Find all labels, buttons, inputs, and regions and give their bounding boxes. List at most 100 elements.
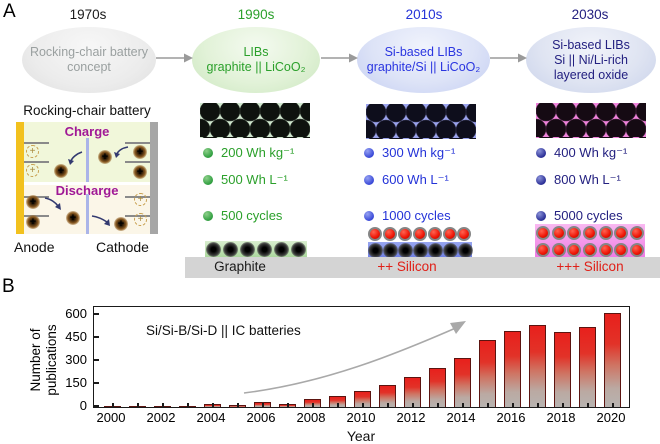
schematic-title: Rocking-chair battery [23, 103, 151, 118]
spec-row: 500 Wh L⁻¹ [203, 172, 288, 188]
silicon-sphere-icon [598, 242, 613, 257]
y-tick-label: 150 [65, 375, 87, 390]
panel-a-label: A [3, 1, 16, 22]
electrode-band [185, 257, 660, 278]
sphere-bullet-icon [536, 148, 546, 158]
spec-text: 200 Wh kg⁻¹ [221, 145, 295, 160]
spec-text: 500 Wh L⁻¹ [221, 172, 288, 187]
spec-text: 400 Wh kg⁻¹ [554, 145, 628, 160]
timeline-ellipse-1970s: Rocking-chair battery concept [22, 27, 156, 93]
ellipse-text-line: Si-based LIBs [384, 45, 463, 59]
era-label-2010s: 2010s [405, 7, 443, 22]
graphite-sphere-icon [413, 242, 428, 258]
silicon-sphere-icon [630, 242, 645, 257]
electrode-label-silicon: ++ Silicon [377, 259, 437, 274]
bar-2015 [478, 340, 496, 407]
spec-row: 400 Wh kg⁻¹ [536, 145, 627, 161]
graphite-sphere-icon [428, 242, 443, 258]
y-tick [94, 382, 99, 384]
lithium-ion: + [133, 165, 147, 179]
silicon-sphere-icon [383, 227, 398, 241]
x-tick [437, 403, 439, 407]
graphite-sphere-icon [368, 242, 383, 258]
silicon-sphere-icon [551, 225, 566, 240]
bar-chart-plot-area: Si/Si-B/Si-D || IC batteries [93, 306, 630, 408]
x-tick-label: 2012 [396, 410, 426, 425]
y-tick-label: 0 [79, 398, 87, 413]
spec-row: 500 cycles [203, 208, 282, 223]
discharge-label: Discharge [55, 183, 119, 198]
era-label-1970s: 1970s [69, 7, 107, 22]
x-tick [262, 403, 264, 407]
lithium-ion: + [133, 145, 147, 159]
y-tick [94, 313, 99, 315]
x-tick-label: 2010 [346, 410, 376, 425]
spec-row: 1000 cycles [364, 208, 451, 223]
silicon-sphere-icon [598, 225, 613, 240]
y-tick [94, 336, 99, 338]
sphere-bullet-icon [364, 148, 374, 158]
ellipse-text-line: Si-based LIBs [552, 37, 630, 52]
silicon-sphere-icon [630, 225, 645, 240]
graphite-sphere-icon [257, 242, 272, 257]
graphite-sphere-icon [206, 242, 221, 257]
sphere-bullet-icon [203, 148, 213, 158]
graphite-sphere-icon [383, 242, 398, 258]
x-tick-label: 2006 [246, 410, 276, 425]
separator [86, 194, 89, 234]
x-tick-label: 2008 [296, 410, 326, 425]
silicon-sphere-icon [551, 242, 566, 257]
chart-annotation: Si/Si-B/Si-D || IC batteries [146, 323, 301, 338]
bar-2012 [403, 377, 421, 407]
x-tick [212, 403, 214, 407]
sphere-bullet-icon [203, 175, 213, 185]
bar-2017 [528, 325, 546, 407]
spec-text: 500 cycles [221, 208, 283, 223]
x-tick [237, 403, 239, 407]
era-label-1990s: 1990s [237, 7, 275, 22]
x-tick [162, 403, 164, 407]
silicon-sphere-icon [567, 225, 582, 240]
sphere-bullet-icon [536, 175, 546, 185]
bar-2013 [428, 367, 446, 407]
spec-text: 800 Wh L⁻¹ [554, 172, 621, 187]
separator [86, 138, 89, 182]
graphite-sphere-icon [274, 242, 289, 257]
panel-b-label: B [2, 276, 15, 297]
lithium-ion: + [114, 217, 128, 231]
ellipse-text-line: graphite/Si || LiCoO₂ [366, 60, 481, 74]
empty-ion-site: + [26, 164, 39, 177]
electrode-plate [125, 161, 150, 163]
sphere-bullet-icon [536, 210, 546, 221]
x-tick [487, 403, 489, 407]
y-tick-label: 300 [65, 352, 87, 367]
spec-text: 1000 cycles [382, 208, 451, 223]
graphite-sphere-icon [291, 242, 306, 257]
arrow-right-icon [321, 53, 358, 63]
sphere-bullet-icon [203, 210, 213, 221]
electrode-label-graphite: Graphite [214, 259, 266, 274]
x-tick-label: 2020 [596, 410, 626, 425]
battery-schematic: Charge Discharge + + + + + + + + + + + + [16, 122, 158, 234]
bar-2019 [578, 326, 596, 407]
x-tick [587, 403, 589, 407]
silicon-rich-structure-image [536, 103, 646, 138]
x-tick [287, 403, 289, 407]
ellipse-text-line: LIBs [243, 45, 269, 59]
silicon-sphere-icon [412, 227, 427, 241]
x-tick [362, 403, 364, 407]
x-tick [537, 403, 539, 407]
ellipse-text-line: Rocking-chair battery [29, 45, 149, 59]
anode-current-collector [16, 122, 24, 234]
silicon-sphere-icon [368, 227, 383, 241]
y-tick-label: 450 [65, 329, 87, 344]
anode-label: Anode [14, 239, 55, 255]
ellipse-text-line: Si || Ni/Li-rich [554, 52, 628, 67]
sphere-bullet-icon [364, 175, 374, 185]
ellipse-text-line: layered oxide [553, 67, 629, 82]
y-tick [94, 359, 99, 361]
bar-2016 [503, 331, 521, 407]
graphite-sphere-icon [223, 242, 238, 257]
era-label-2030s: 2030s [571, 7, 609, 22]
y-tick [94, 405, 99, 407]
